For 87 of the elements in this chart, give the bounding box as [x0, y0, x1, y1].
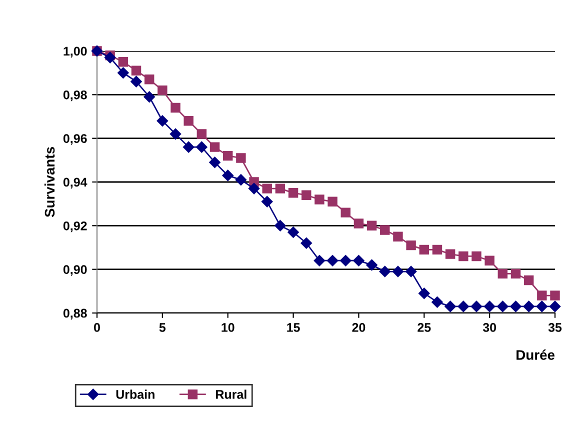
- point: [130, 76, 142, 88]
- point: [158, 85, 168, 96]
- point: [484, 300, 496, 312]
- point: [340, 208, 350, 218]
- point: [288, 226, 299, 238]
- point: [118, 57, 128, 67]
- point: [484, 256, 494, 266]
- point: [340, 254, 352, 266]
- y-tick-label: 0,92: [63, 221, 87, 232]
- x-tick-label: 5: [159, 323, 166, 332]
- point: [196, 129, 207, 139]
- point: [326, 254, 338, 266]
- point: [550, 290, 560, 300]
- point: [156, 115, 168, 126]
- y-tick-label: 0,98: [63, 90, 87, 102]
- point: [432, 244, 442, 255]
- point: [379, 266, 390, 278]
- point: [354, 218, 364, 228]
- point: [536, 300, 548, 312]
- x-tick-label: 0: [94, 323, 100, 332]
- y-axis-title: Survivants: [44, 147, 55, 218]
- y-tick-label: 0,94: [63, 178, 88, 188]
- point: [472, 251, 482, 262]
- point: [392, 266, 404, 278]
- legend-label: Urbain: [116, 390, 154, 399]
- point: [418, 288, 430, 299]
- point: [458, 251, 468, 262]
- point: [274, 220, 286, 232]
- point: [470, 300, 482, 312]
- point: [444, 300, 456, 312]
- point: [209, 156, 220, 168]
- point: [222, 170, 234, 182]
- legend-label: Rural: [216, 390, 246, 399]
- point: [328, 196, 338, 207]
- point: [182, 141, 194, 153]
- point: [353, 254, 364, 266]
- point: [235, 174, 247, 186]
- point: [184, 116, 194, 126]
- point: [314, 254, 326, 266]
- point: [549, 300, 561, 312]
- point: [458, 300, 470, 312]
- y-tick-label: 1,00: [64, 46, 87, 58]
- point: [314, 194, 324, 204]
- point: [366, 220, 377, 231]
- point: [406, 240, 416, 250]
- point: [510, 268, 521, 279]
- x-tick-label: 20: [352, 323, 366, 332]
- point: [537, 290, 547, 300]
- point: [118, 67, 129, 78]
- x-tick-label: 25: [418, 323, 431, 332]
- point: [366, 259, 378, 271]
- point: [144, 91, 155, 102]
- point: [236, 153, 246, 163]
- x-tick-label: 30: [482, 323, 496, 332]
- point: [196, 141, 208, 153]
- point: [524, 275, 534, 286]
- point: [393, 232, 403, 242]
- point: [510, 300, 522, 312]
- point: [523, 300, 534, 312]
- point: [498, 268, 508, 279]
- point: [497, 300, 508, 312]
- point: [170, 102, 180, 113]
- point: [144, 74, 154, 84]
- point: [300, 238, 312, 249]
- point: [302, 190, 312, 200]
- point: [222, 150, 233, 161]
- point: [248, 182, 260, 194]
- point: [288, 188, 298, 198]
- point: [262, 196, 273, 208]
- point: [445, 249, 456, 259]
- point: [170, 128, 182, 140]
- y-tick-label: 0,88: [63, 308, 87, 320]
- y-tick-label: 0,96: [63, 134, 87, 145]
- point: [131, 66, 142, 76]
- point: [432, 296, 443, 308]
- point: [419, 244, 430, 255]
- point: [210, 142, 220, 152]
- x-tick-label: 10: [222, 323, 234, 332]
- point: [262, 184, 272, 194]
- point: [104, 52, 116, 64]
- y-tick-label: 0,90: [63, 265, 87, 276]
- x-tick-label: 35: [548, 323, 562, 332]
- x-tick-label: 15: [287, 323, 300, 332]
- point: [405, 266, 417, 278]
- point: [275, 184, 286, 194]
- x-axis-title: Durée: [516, 350, 555, 360]
- point: [380, 225, 390, 235]
